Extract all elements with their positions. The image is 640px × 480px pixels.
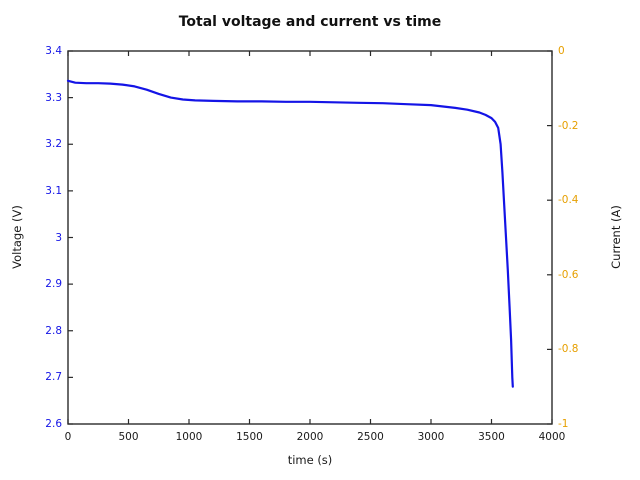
y-right-tick-label: -0.2	[558, 119, 579, 132]
y-right-tick-label: 0	[558, 45, 565, 57]
x-tick-label: 1000	[175, 431, 203, 443]
x-tick-label: 1500	[236, 431, 263, 443]
y-left-tick-label: 3.4	[45, 45, 62, 57]
y-left-tick-label: 3.1	[45, 184, 62, 197]
x-tick-label: 0	[64, 431, 72, 443]
x-axis-title: time (s)	[287, 453, 333, 467]
y-left-tick-label: 3.2	[45, 138, 62, 151]
x-tick-label: 4000	[538, 431, 566, 443]
x-tick-label: 3500	[478, 431, 505, 443]
y-right-axis-title: Current (A)	[609, 205, 623, 269]
y-left-tick-label: 3	[55, 231, 62, 244]
y-right-tick-label: -0.6	[558, 268, 579, 281]
y-left-tick-label: 2.8	[45, 324, 62, 337]
y-right-tick-label: -1	[558, 418, 569, 430]
y-left-tick-label: 2.9	[45, 278, 62, 291]
y-right-tick-label: -0.4	[558, 194, 579, 207]
y-right-tick-label: -0.8	[558, 343, 579, 356]
x-tick-label: 3000	[417, 431, 445, 443]
x-tick-label: 500	[118, 431, 139, 443]
y-left-tick-label: 2.7	[45, 371, 62, 384]
y-left-tick-label: 2.6	[45, 418, 62, 430]
chart-title: Total voltage and current vs time	[178, 14, 442, 30]
x-tick-label: 2500	[357, 431, 384, 443]
y-left-axis-title: Voltage (V)	[10, 205, 24, 269]
x-tick-label: 2000	[296, 431, 324, 443]
series-total-voltage	[66, 79, 514, 388]
y-left-tick-label: 3.3	[45, 91, 62, 104]
